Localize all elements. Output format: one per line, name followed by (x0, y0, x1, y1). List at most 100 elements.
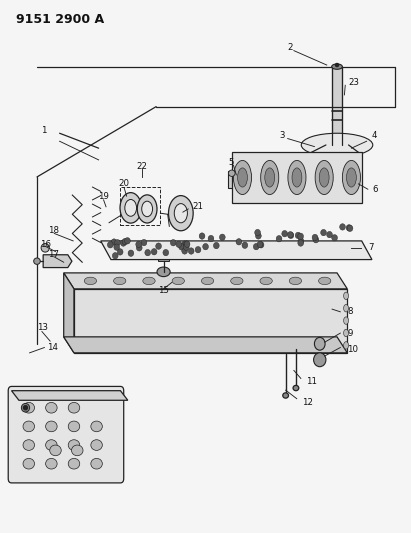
Ellipse shape (151, 248, 157, 255)
Ellipse shape (142, 201, 152, 217)
Ellipse shape (179, 244, 185, 250)
Text: 16: 16 (40, 240, 51, 248)
Ellipse shape (344, 342, 349, 349)
Ellipse shape (347, 225, 353, 231)
Ellipse shape (163, 249, 169, 256)
Text: 2: 2 (288, 44, 293, 52)
FancyBboxPatch shape (158, 252, 169, 261)
Ellipse shape (128, 250, 134, 256)
Ellipse shape (258, 241, 264, 248)
Ellipse shape (23, 458, 35, 469)
Ellipse shape (289, 277, 302, 285)
FancyBboxPatch shape (81, 276, 91, 287)
Ellipse shape (143, 277, 155, 285)
Ellipse shape (339, 224, 345, 230)
FancyBboxPatch shape (8, 386, 124, 483)
Ellipse shape (107, 241, 113, 248)
Ellipse shape (283, 393, 289, 398)
Ellipse shape (213, 243, 219, 249)
Ellipse shape (321, 229, 326, 236)
Ellipse shape (229, 170, 235, 176)
Ellipse shape (21, 403, 30, 412)
Ellipse shape (261, 160, 279, 195)
Text: 6: 6 (372, 185, 377, 193)
Ellipse shape (238, 168, 247, 187)
Ellipse shape (141, 239, 147, 246)
Ellipse shape (50, 445, 61, 456)
Ellipse shape (111, 239, 117, 245)
Ellipse shape (23, 440, 35, 450)
Ellipse shape (91, 440, 102, 450)
Polygon shape (101, 241, 372, 260)
Ellipse shape (117, 249, 123, 255)
Ellipse shape (68, 440, 80, 450)
Ellipse shape (46, 402, 57, 413)
Ellipse shape (257, 241, 263, 248)
Ellipse shape (156, 243, 162, 249)
Ellipse shape (260, 277, 272, 285)
Text: 9151 2900 A: 9151 2900 A (16, 13, 104, 26)
Ellipse shape (288, 232, 294, 239)
Ellipse shape (115, 239, 120, 246)
Text: 12: 12 (302, 398, 313, 407)
Ellipse shape (68, 402, 80, 413)
Ellipse shape (256, 233, 261, 239)
Ellipse shape (298, 233, 303, 239)
Ellipse shape (195, 246, 201, 253)
Ellipse shape (298, 240, 304, 246)
Ellipse shape (136, 241, 141, 248)
Text: 9: 9 (347, 329, 353, 337)
Text: 3: 3 (279, 132, 285, 140)
Ellipse shape (157, 267, 170, 277)
Ellipse shape (199, 233, 205, 239)
FancyBboxPatch shape (284, 276, 293, 287)
Ellipse shape (188, 248, 194, 254)
Ellipse shape (265, 168, 275, 187)
Ellipse shape (68, 421, 80, 432)
Ellipse shape (23, 402, 35, 413)
FancyBboxPatch shape (243, 276, 253, 287)
Ellipse shape (184, 241, 190, 247)
Ellipse shape (201, 277, 214, 285)
Text: 20: 20 (118, 180, 129, 188)
Ellipse shape (313, 237, 319, 243)
Polygon shape (64, 273, 74, 353)
Text: 15: 15 (158, 286, 169, 295)
Ellipse shape (125, 238, 130, 244)
FancyBboxPatch shape (203, 276, 212, 287)
Ellipse shape (125, 199, 136, 216)
Ellipse shape (314, 353, 326, 367)
Ellipse shape (231, 277, 243, 285)
Ellipse shape (346, 168, 356, 187)
Ellipse shape (332, 64, 342, 69)
Polygon shape (64, 273, 347, 289)
Text: 13: 13 (37, 324, 48, 332)
Ellipse shape (120, 240, 126, 246)
Ellipse shape (344, 329, 349, 337)
Ellipse shape (46, 458, 57, 469)
FancyBboxPatch shape (324, 276, 334, 287)
Ellipse shape (315, 160, 333, 195)
Text: 7: 7 (368, 244, 373, 252)
Ellipse shape (327, 231, 332, 238)
Text: 19: 19 (98, 192, 109, 200)
Text: 4: 4 (372, 132, 377, 140)
Text: 18: 18 (48, 226, 60, 235)
Text: 8: 8 (347, 308, 353, 316)
Ellipse shape (293, 385, 299, 391)
Ellipse shape (335, 63, 339, 67)
Text: 21: 21 (192, 203, 203, 211)
Ellipse shape (233, 160, 252, 195)
Text: 23: 23 (349, 78, 360, 87)
Ellipse shape (236, 239, 242, 245)
Text: 1: 1 (41, 126, 46, 135)
Ellipse shape (174, 204, 187, 223)
Ellipse shape (114, 244, 120, 251)
Ellipse shape (41, 244, 49, 252)
Ellipse shape (172, 277, 185, 285)
Ellipse shape (122, 238, 128, 245)
Ellipse shape (120, 192, 141, 223)
Ellipse shape (242, 242, 248, 248)
Ellipse shape (113, 277, 126, 285)
Ellipse shape (314, 337, 325, 350)
